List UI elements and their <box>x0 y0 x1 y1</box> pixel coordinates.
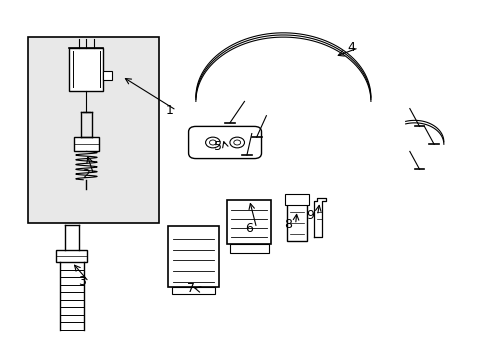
Text: 6: 6 <box>245 222 253 235</box>
Text: 4: 4 <box>347 41 355 54</box>
Bar <box>171 287 215 294</box>
Text: 7: 7 <box>186 283 195 296</box>
Text: 9: 9 <box>305 209 313 222</box>
Bar <box>229 244 268 253</box>
Text: 8: 8 <box>284 218 292 231</box>
Bar <box>287 198 306 241</box>
Bar <box>285 194 308 205</box>
Bar <box>69 48 103 91</box>
Bar <box>56 249 87 262</box>
Bar <box>167 226 219 287</box>
Bar <box>74 137 99 152</box>
Bar <box>103 71 112 80</box>
Text: 2: 2 <box>82 168 90 181</box>
FancyBboxPatch shape <box>188 126 261 158</box>
Text: 1: 1 <box>165 104 173 117</box>
Bar <box>227 200 271 244</box>
Bar <box>28 37 159 223</box>
Text: 3: 3 <box>78 275 85 288</box>
Text: 5: 5 <box>213 140 221 153</box>
